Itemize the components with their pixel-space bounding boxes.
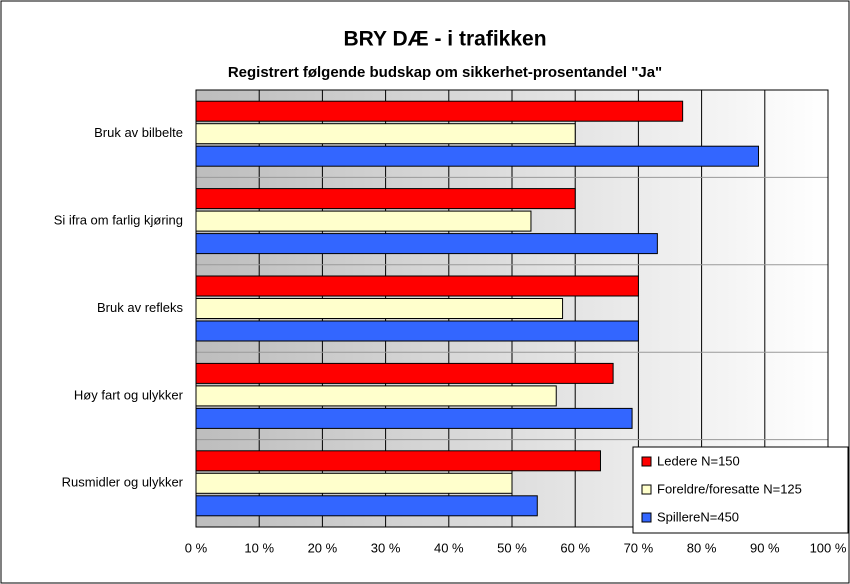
legend-swatch (641, 512, 652, 523)
x-tick-label: 0 % (185, 540, 208, 555)
y-tick-label: Høy fart og ulykker (74, 387, 184, 402)
plot-border (195, 89, 829, 528)
x-tick-label: 90 % (750, 540, 780, 555)
bar (195, 123, 576, 145)
x-tick-label: 70 % (624, 540, 654, 555)
legend-label: Foreldre/foresatte N=125 (657, 481, 802, 496)
x-tick-label: 30 % (371, 540, 401, 555)
bar (195, 362, 614, 384)
x-tick-label: 80 % (687, 540, 717, 555)
y-tick-label: Rusmidler og ulykker (62, 475, 184, 490)
y-tick-label: Bruk av bilbelte (94, 125, 183, 140)
bar (195, 320, 639, 342)
bar (195, 188, 576, 210)
bar (195, 233, 658, 255)
x-tick-label: 10 % (244, 540, 274, 555)
x-tick-label: 60 % (560, 540, 590, 555)
bar (195, 450, 601, 472)
x-tick-label: 50 % (497, 540, 527, 555)
bar (195, 472, 513, 494)
x-tick-label: 100 % (810, 540, 847, 555)
chart-subtitle: Registrert følgende budskap om sikkerhet… (228, 64, 662, 81)
x-tick-label: 40 % (434, 540, 464, 555)
legend-label: SpillereN=450 (657, 509, 739, 524)
x-tick-label: 20 % (308, 540, 338, 555)
legend-swatch (641, 456, 652, 467)
bar (195, 407, 633, 429)
legend-swatch (641, 484, 652, 495)
y-tick-label: Bruk av refleks (97, 300, 183, 315)
bar (195, 100, 684, 122)
bar (195, 495, 538, 517)
bar (195, 275, 639, 297)
chart-title: BRY DÆ - i trafikken (343, 28, 546, 51)
bar (195, 298, 564, 319)
legend-box (632, 446, 849, 534)
bar (195, 385, 557, 407)
bar (195, 145, 759, 167)
y-tick-label: Si ifra om farlig kjøring (54, 213, 183, 228)
legend-label: Ledere N=150 (657, 453, 740, 468)
bar (195, 210, 532, 232)
